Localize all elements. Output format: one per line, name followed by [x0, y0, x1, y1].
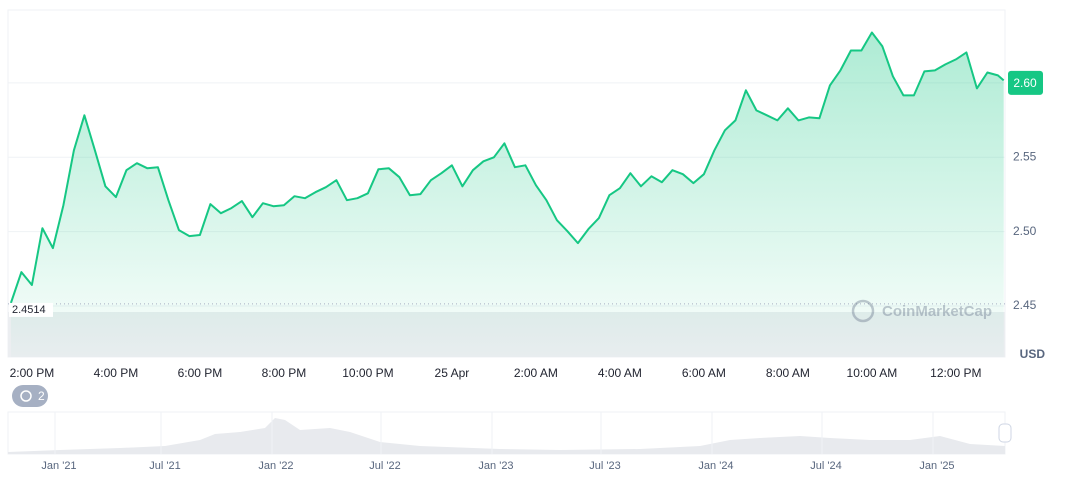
- area-fill: [10, 32, 1004, 357]
- navigator-label: Jul '22: [369, 460, 400, 472]
- navigator-label: Jan '24: [698, 460, 733, 472]
- badge-text: 2: [38, 389, 45, 403]
- watermark-text: CoinMarketCap: [882, 303, 992, 320]
- x-tick-label: 25 Apr: [435, 366, 470, 380]
- x-tick-label: 2:00 AM: [514, 366, 558, 380]
- navigator-label: Jan '22: [258, 460, 293, 472]
- x-tick-label: 4:00 AM: [598, 366, 642, 380]
- navigator-area: [8, 418, 1005, 454]
- price-line: [9, 31, 1005, 304]
- reference-label-bg: [9, 302, 53, 317]
- reference-label: 2.4514: [12, 304, 46, 316]
- navigator-label: Jul '21: [149, 460, 180, 472]
- x-tick-label: 4:00 PM: [94, 366, 139, 380]
- badge[interactable]: 2: [12, 385, 48, 407]
- x-tick-label: 8:00 PM: [262, 366, 307, 380]
- navigator-label: Jan '21: [41, 460, 76, 472]
- x-tick-label: 10:00 PM: [342, 366, 393, 380]
- currency-label: USD: [1020, 347, 1046, 361]
- y-tick-label: 2.50: [1013, 224, 1037, 238]
- watermark: CoinMarketCap: [851, 299, 992, 323]
- last-price-tag: [1008, 70, 1043, 95]
- x-tick-label: 10:00 AM: [847, 366, 898, 380]
- navigator-handle[interactable]: [998, 423, 1012, 443]
- x-tick-label: 8:00 AM: [766, 366, 810, 380]
- x-tick-label: 6:00 AM: [682, 366, 726, 380]
- navigator-label: Jan '23: [478, 460, 513, 472]
- y-tick-label: 2.55: [1013, 149, 1037, 163]
- last-price-label: 2.60: [1013, 76, 1037, 90]
- x-tick-label: 6:00 PM: [178, 366, 223, 380]
- x-tick-label: 12:00 PM: [930, 366, 981, 380]
- x-tick-label: 2:00 PM: [10, 366, 55, 380]
- navigator-label: Jul '23: [589, 460, 620, 472]
- y-tick-label: 2.45: [1013, 298, 1037, 312]
- navigator-label: Jan '25: [919, 460, 954, 472]
- navigator-label: Jul '24: [810, 460, 841, 472]
